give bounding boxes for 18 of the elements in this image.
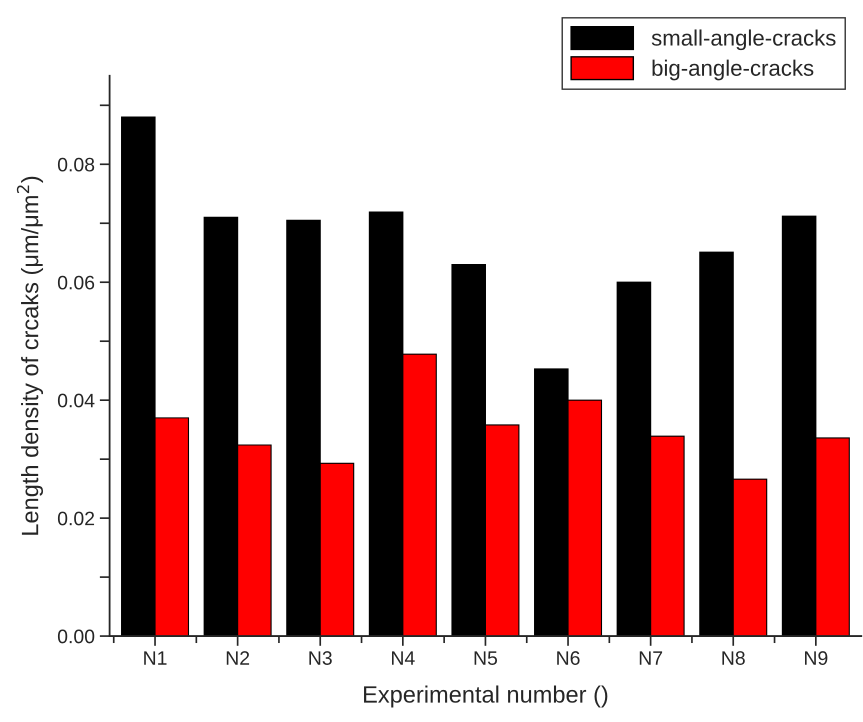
x-tick-label: N7 — [640, 651, 662, 665]
legend-label: small-angle-cracks — [652, 29, 836, 50]
legend-label: big-angle-cracks — [652, 60, 814, 80]
x-tick-label: N2 — [226, 651, 250, 665]
y-tick-label: 0.04 — [58, 394, 94, 408]
y-tick-label: 0.00 — [58, 630, 94, 644]
x-tick-label: N6 — [557, 651, 580, 665]
x-tick-label: N4 — [392, 651, 415, 665]
x-tick-label: N9 — [805, 651, 828, 665]
y-tick-label: 0.06 — [58, 276, 94, 290]
y-axis-title: Length density of crcaks (μm/μm$^{2}$) — [16, 176, 44, 535]
y-tick-label: 0.08 — [58, 158, 94, 172]
x-tick-label: N1 — [144, 651, 167, 665]
x-tick-label: N5 — [474, 651, 498, 665]
x-tick-label: N3 — [309, 651, 332, 665]
x-tick-label: N8 — [722, 651, 745, 665]
y-tick-label: 0.02 — [58, 512, 94, 526]
x-axis-title: Experimental number () — [364, 685, 608, 708]
